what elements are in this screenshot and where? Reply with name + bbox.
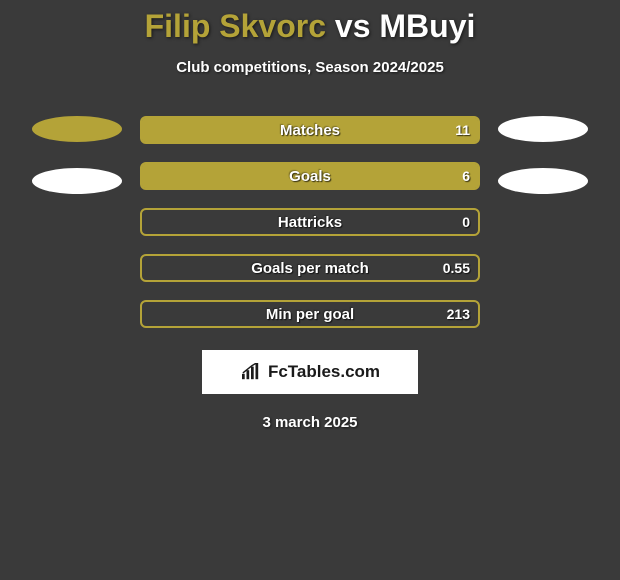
bar-value-right: 11 xyxy=(455,118,470,142)
bar-value-right: 0 xyxy=(462,210,470,234)
bar-row: Min per goal213 xyxy=(140,300,480,328)
page-title: Filip Skvorc vs MBuyi xyxy=(145,8,476,45)
player-oval xyxy=(32,116,122,142)
bar-value-right: 6 xyxy=(462,164,470,188)
player-oval xyxy=(498,168,588,194)
chart-area: Matches11 Goals6 Hattricks0 Goals per match… xyxy=(0,116,620,328)
bar-label: Hattricks xyxy=(142,210,478,234)
player1-name: Filip Skvorc xyxy=(145,8,326,44)
left-ovals xyxy=(32,116,122,194)
player2-name: MBuyi xyxy=(379,8,475,44)
vs-text: vs xyxy=(335,8,371,44)
chart-icon xyxy=(240,363,262,381)
bar-row: Goals6 xyxy=(140,162,480,190)
date-text: 3 march 2025 xyxy=(262,414,357,431)
right-ovals xyxy=(498,116,588,194)
bar-row: Goals per match0.55 xyxy=(140,254,480,282)
player-oval xyxy=(498,116,588,142)
subtitle: Club competitions, Season 2024/2025 xyxy=(176,59,444,76)
root-container: Filip Skvorc vs MBuyi Club competitions,… xyxy=(0,0,620,431)
bar-label: Matches xyxy=(142,118,478,142)
bar-value-right: 213 xyxy=(447,302,470,326)
bar-label: Goals xyxy=(142,164,478,188)
player-oval xyxy=(32,168,122,194)
bar-label: Goals per match xyxy=(142,256,478,280)
bar-row: Matches11 xyxy=(140,116,480,144)
bar-chart: Matches11 Goals6 Hattricks0 Goals per match… xyxy=(140,116,480,328)
bar-label: Min per goal xyxy=(142,302,478,326)
bar-row: Hattricks0 xyxy=(140,208,480,236)
brand-box: FcTables.com xyxy=(202,350,418,394)
brand-text: FcTables.com xyxy=(268,362,380,382)
bar-value-right: 0.55 xyxy=(443,256,470,280)
